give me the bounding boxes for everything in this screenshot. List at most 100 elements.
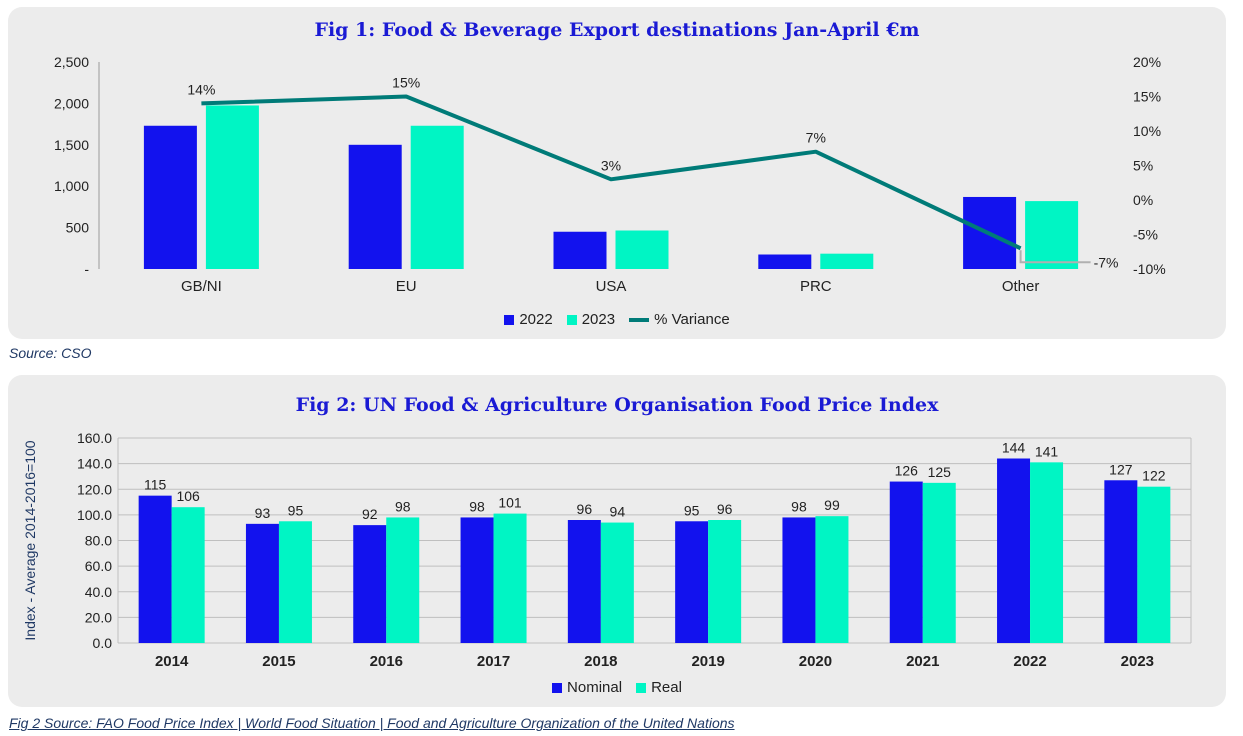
x-tick-label: 2023 xyxy=(1121,653,1154,670)
y-axis-title: Index - Average 2014-2016=100 xyxy=(22,440,38,640)
legend-item-variance: % Variance xyxy=(629,311,730,328)
nominal-data-label: 95 xyxy=(684,502,700,518)
variance-data-label: 14% xyxy=(187,81,215,97)
y2-tick-label: 15% xyxy=(1133,89,1161,105)
fig2-title: Fig 2: UN Food & Agriculture Organisatio… xyxy=(295,394,939,416)
fig1-source: Source: CSO xyxy=(9,345,92,361)
y-tick-label: 20.0 xyxy=(85,609,112,625)
real-data-label: 106 xyxy=(176,488,200,504)
y-tick-label: 40.0 xyxy=(85,584,112,600)
bar-2022 xyxy=(553,231,607,269)
variance-data-label: 15% xyxy=(392,75,420,91)
fig1-panel: Fig 1: Food & Beverage Export destinatio… xyxy=(8,7,1226,339)
variance-data-label: 7% xyxy=(806,130,826,146)
nominal-data-label: 115 xyxy=(144,477,167,493)
y2-tick-label: 5% xyxy=(1133,158,1153,174)
bar-nominal xyxy=(675,521,709,643)
y2-tick-label: -5% xyxy=(1133,227,1158,243)
fig1-legend: 2022 2023 % Variance xyxy=(8,311,1226,328)
nominal-data-label: 98 xyxy=(469,498,485,514)
y-tick-label: 2,000 xyxy=(54,95,89,111)
legend-swatch-variance xyxy=(629,317,650,322)
bar-2022 xyxy=(758,254,812,269)
legend-swatch-2023 xyxy=(566,314,577,325)
bar-nominal xyxy=(567,520,601,643)
legend-swatch-2022 xyxy=(504,314,515,325)
y2-tick-label: 0% xyxy=(1133,192,1153,208)
nominal-data-label: 144 xyxy=(1002,440,1026,456)
real-data-label: 96 xyxy=(717,501,733,517)
y2-tick-label: 10% xyxy=(1133,123,1161,139)
y2-tick-label: -10% xyxy=(1133,261,1166,277)
bar-2023 xyxy=(205,105,259,269)
y2-tick-label: 20% xyxy=(1133,54,1161,70)
real-data-label: 95 xyxy=(288,502,304,518)
legend-label-nominal: Nominal xyxy=(567,679,623,696)
y-tick-label: 60.0 xyxy=(85,558,112,574)
x-tick-label: 2017 xyxy=(477,653,510,670)
nominal-data-label: 98 xyxy=(791,498,807,514)
legend-item-2022: 2022 xyxy=(504,311,553,328)
nominal-data-label: 93 xyxy=(255,505,271,521)
legend-label-2022: 2022 xyxy=(519,311,553,328)
fig1-chart: 2,500 2,000 1,500 1,000 500 - 20% 15% 10% 5% 0% -5%… xyxy=(54,54,1166,295)
y-tick-label: 140.0 xyxy=(77,456,112,472)
x-tick-label: 2014 xyxy=(155,653,189,670)
fig2-legend: Nominal Real xyxy=(8,679,1226,696)
bar-nominal xyxy=(889,481,923,643)
legend-item-nominal: Nominal xyxy=(552,679,622,696)
legend-item-2023: 2023 xyxy=(566,311,616,328)
y-tick-label: - xyxy=(84,261,89,277)
legend-label-real: Real xyxy=(651,679,682,696)
fig2-source-link[interactable]: Fig 2 Source: FAO Food Price Index | Wor… xyxy=(9,715,735,731)
real-data-label: 101 xyxy=(498,495,522,511)
nominal-data-label: 127 xyxy=(1109,461,1133,477)
bar-real xyxy=(600,522,634,643)
bar-2023 xyxy=(1025,201,1079,269)
y-tick-label: 1,000 xyxy=(54,178,89,194)
y-tick-label: 0.0 xyxy=(93,635,113,651)
bar-real xyxy=(708,520,742,643)
x-tick-label: Other xyxy=(1002,278,1040,295)
bar-nominal xyxy=(353,525,387,643)
y-tick-label: 100.0 xyxy=(77,507,112,523)
y-tick-label: 500 xyxy=(66,220,90,236)
x-tick-label: 2018 xyxy=(584,653,617,670)
variance-line xyxy=(201,94,1022,251)
x-tick-label: PRC xyxy=(800,278,832,295)
bar-nominal xyxy=(460,517,494,643)
legend-swatch-nominal xyxy=(552,682,563,693)
y-tick-label: 2,500 xyxy=(54,54,89,70)
fig1-title: Fig 1: Food & Beverage Export destinatio… xyxy=(314,19,920,41)
x-tick-label: GB/NI xyxy=(181,278,222,295)
variance-data-label: -7% xyxy=(1094,254,1119,270)
x-tick-label: 2020 xyxy=(799,653,832,670)
x-tick-label: 2022 xyxy=(1013,653,1046,670)
legend-label-2023: 2023 xyxy=(581,311,616,328)
x-tick-label: 2019 xyxy=(691,653,724,670)
bar-real xyxy=(922,482,956,643)
real-data-label: 94 xyxy=(610,504,626,520)
bar-real xyxy=(386,517,420,643)
x-tick-label: EU xyxy=(396,278,417,295)
legend-swatch-real xyxy=(636,682,647,693)
bar-real xyxy=(171,507,205,643)
bar-real xyxy=(1030,462,1064,643)
bar-real xyxy=(278,521,312,643)
bar-2023 xyxy=(410,125,464,269)
nominal-data-label: 126 xyxy=(895,463,919,479)
real-data-label: 125 xyxy=(928,464,952,480)
bar-real xyxy=(493,513,527,643)
real-data-label: 122 xyxy=(1142,468,1166,484)
fig2-chart: 160.0 140.0 120.0 100.0 80.0 60.0 40.0 20.0 0.0 I… xyxy=(22,430,1192,670)
y-tick-label: 1,500 xyxy=(54,137,89,153)
bar-2022 xyxy=(143,125,197,269)
x-tick-label: USA xyxy=(596,278,627,295)
nominal-data-label: 92 xyxy=(362,506,378,522)
bar-nominal xyxy=(782,517,816,643)
legend-item-real: Real xyxy=(636,679,682,696)
bar-nominal xyxy=(1104,480,1138,643)
x-tick-label: 2021 xyxy=(906,653,939,670)
variance-label-leader xyxy=(1019,250,1091,264)
bar-2023 xyxy=(820,253,874,269)
